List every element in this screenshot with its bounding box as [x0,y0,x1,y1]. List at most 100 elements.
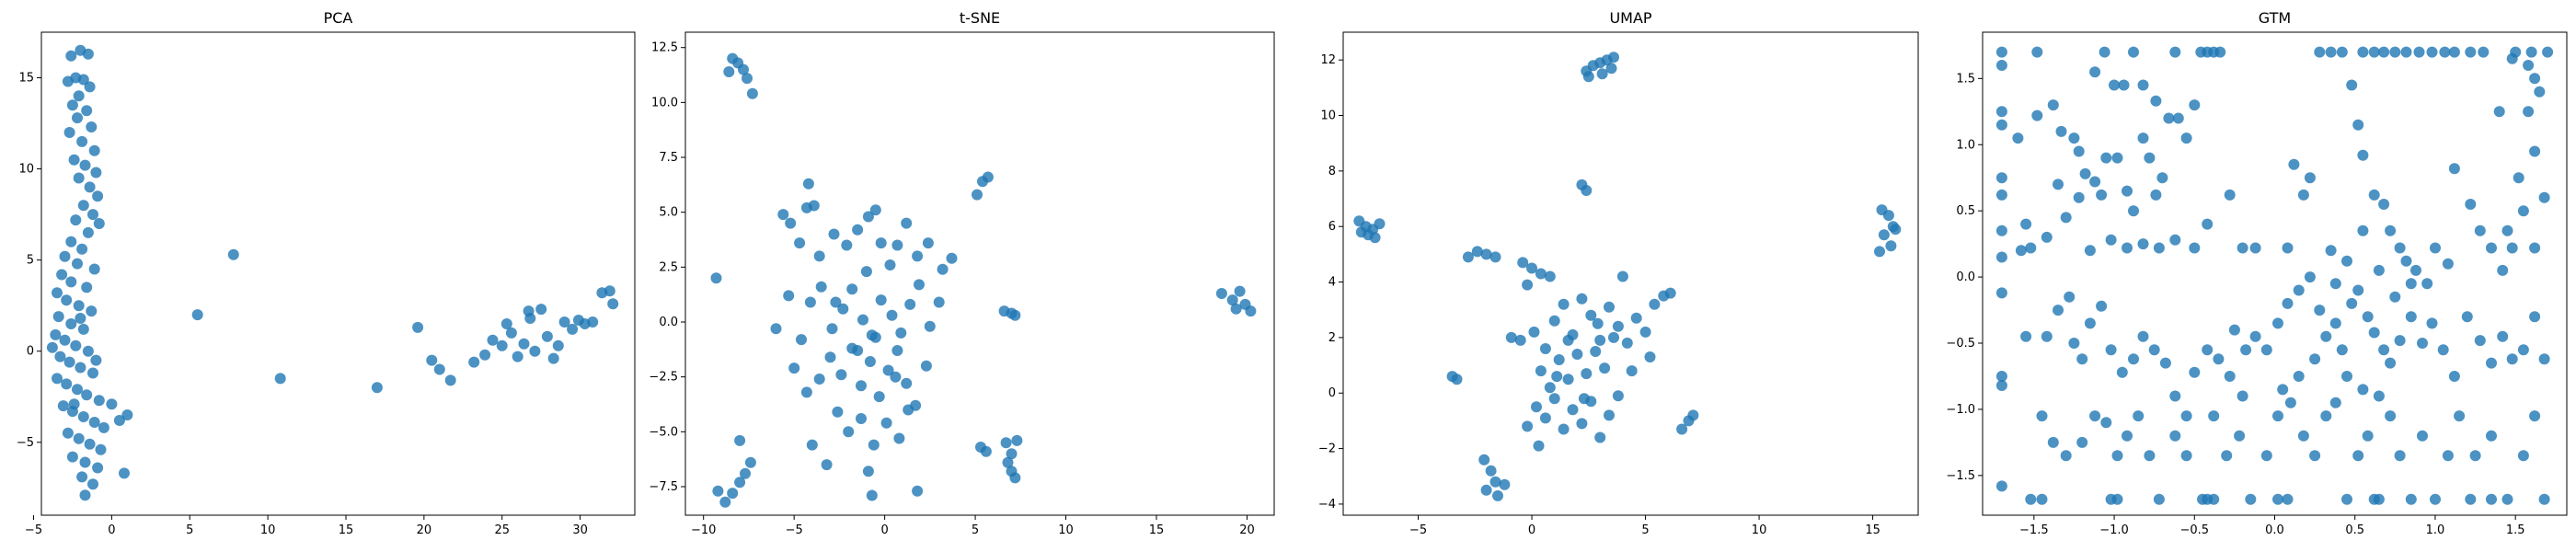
scatter-point [2031,46,2043,58]
scatter-point [2538,191,2550,203]
scatter-point [777,209,789,221]
scatter-point [2099,46,2110,58]
scatter-point [2525,46,2537,58]
scatter-point [922,237,934,249]
scatter-point [93,218,105,229]
scatter-point [2341,493,2352,505]
scatter-point [1548,315,1560,327]
scatter-point [1621,337,1633,349]
scatter-point [61,294,73,306]
scatter-point [2068,132,2080,144]
scatter-point [891,345,903,356]
x-tick-label: 1.0 [2426,523,2445,537]
scatter-point [2426,317,2438,329]
scatter-point [567,323,579,335]
scatter-point [1489,251,1501,263]
scatter-point [852,345,864,356]
scatter-point [880,417,892,429]
scatter-point [846,283,858,295]
scatter-point [2128,353,2139,365]
scatter-point [794,237,806,249]
scatter-point [813,250,825,262]
scatter-point [2497,264,2509,276]
scatter-point [800,386,812,398]
scatter-point [2465,199,2477,210]
scatter-point [2122,242,2133,254]
scatter-point [73,432,85,444]
scatter-point [518,338,530,350]
scatter-point [56,269,68,281]
y-tick-label: 6 [1328,220,1336,234]
scatter-point [1676,423,1688,435]
scatter-point [1462,251,1474,263]
scatter-point [2272,493,2283,505]
scatter-point [2542,46,2554,58]
scatter-point [541,330,553,342]
plot-frame [40,31,636,516]
scatter-point [2068,338,2080,349]
scatter-point [1882,210,1894,222]
scatter-point [862,211,874,223]
scatter-point [2284,397,2296,408]
x-tick-label: 0.0 [2265,523,2284,537]
scatter-point [1471,246,1483,258]
scatter-point [2486,357,2497,369]
scatter-point [875,237,887,249]
scatter-point [2352,450,2364,462]
scatter-point [86,305,98,317]
scatter-point [87,478,98,490]
scatter-point [2260,450,2272,462]
scatter-point [1885,240,1897,252]
scatter-point [90,167,102,178]
scatter-point [1571,349,1583,360]
scatter-point [891,239,903,251]
scatter-point [2325,245,2337,257]
scatter-point [1535,365,1547,377]
scatter-point [98,421,109,433]
scatter-point [68,398,80,410]
scatter-point [1649,298,1661,310]
scatter-point [2385,224,2397,236]
scatter-point [63,127,75,138]
scatter-point [1995,371,2007,382]
scatter-point [81,389,93,401]
scatter-point [875,294,887,306]
y-tick-label: 4 [1328,276,1336,290]
scatter-point [2150,95,2162,107]
x-tick-label: 10 [1752,523,1767,537]
scatter-point [88,144,100,156]
scatter-point [2448,46,2460,58]
scatter-point [2144,450,2156,462]
scatter-point [866,489,878,501]
scatter-point [2202,218,2214,230]
scatter-point [2020,330,2032,342]
scatter-point [1215,288,1227,299]
scatter-point [2389,46,2401,58]
scatter-point [832,406,844,418]
scatter-point [1544,270,1556,282]
scatter-point [2202,344,2214,356]
scatter-point [2421,278,2433,290]
y-tick-label: 5 [27,254,34,268]
x-tick-label: −5 [25,523,42,537]
scatter-point [2041,231,2053,243]
x-tick-label: 0.5 [2345,523,2364,537]
scatter-point [2053,305,2064,316]
y-tick-label: 10.0 [651,96,678,109]
scatter-point [2221,450,2233,462]
scatter-point [2096,300,2108,312]
scatter-point [2096,189,2108,201]
scatter-point [901,377,913,389]
scatter-point [90,354,102,366]
scatter-point [2084,245,2096,257]
scatter-point [2368,46,2380,58]
scatter-point [2430,242,2441,254]
scatter-point [72,258,83,270]
scatter-point [2047,436,2059,448]
x-tick-label: 5 [1641,523,1649,537]
y-tick-label: 10 [1320,109,1336,123]
scatter-point [2020,218,2032,230]
scatter-point [82,345,94,357]
scatter-point [2297,430,2309,442]
scatter-point [2442,258,2454,270]
